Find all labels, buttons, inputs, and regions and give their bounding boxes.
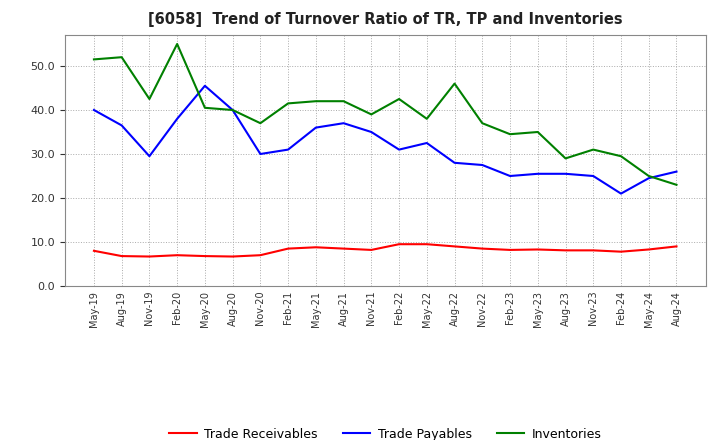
Inventories bbox=[312, 99, 320, 104]
Trade Receivables bbox=[561, 248, 570, 253]
Inventories bbox=[256, 121, 265, 126]
Trade Payables bbox=[395, 147, 403, 152]
Trade Payables bbox=[256, 151, 265, 157]
Line: Trade Payables: Trade Payables bbox=[94, 86, 677, 194]
Trade Payables bbox=[423, 140, 431, 146]
Title: [6058]  Trend of Turnover Ratio of TR, TP and Inventories: [6058] Trend of Turnover Ratio of TR, TP… bbox=[148, 12, 623, 27]
Trade Receivables bbox=[89, 248, 98, 253]
Inventories bbox=[117, 55, 126, 60]
Trade Payables bbox=[450, 160, 459, 165]
Inventories bbox=[89, 57, 98, 62]
Inventories bbox=[616, 154, 625, 159]
Trade Receivables bbox=[145, 254, 154, 259]
Inventories bbox=[284, 101, 292, 106]
Inventories bbox=[423, 116, 431, 121]
Trade Receivables bbox=[201, 253, 210, 259]
Trade Receivables bbox=[644, 247, 653, 252]
Trade Receivables bbox=[450, 244, 459, 249]
Inventories bbox=[450, 81, 459, 86]
Trade Receivables bbox=[616, 249, 625, 254]
Trade Payables bbox=[616, 191, 625, 196]
Trade Receivables bbox=[117, 253, 126, 259]
Trade Payables bbox=[339, 121, 348, 126]
Trade Payables bbox=[505, 173, 514, 179]
Inventories bbox=[145, 96, 154, 102]
Trade Payables bbox=[312, 125, 320, 130]
Trade Payables bbox=[644, 176, 653, 181]
Trade Receivables bbox=[423, 242, 431, 247]
Trade Receivables bbox=[534, 247, 542, 252]
Trade Receivables bbox=[256, 253, 265, 258]
Trade Payables bbox=[201, 83, 210, 88]
Trade Receivables bbox=[284, 246, 292, 251]
Trade Payables bbox=[89, 107, 98, 113]
Trade Receivables bbox=[312, 245, 320, 250]
Trade Receivables bbox=[505, 247, 514, 253]
Inventories bbox=[672, 182, 681, 187]
Trade Receivables bbox=[173, 253, 181, 258]
Inventories bbox=[201, 105, 210, 110]
Trade Receivables bbox=[367, 247, 376, 253]
Trade Receivables bbox=[339, 246, 348, 251]
Inventories bbox=[644, 173, 653, 179]
Trade Receivables bbox=[589, 248, 598, 253]
Trade Payables bbox=[672, 169, 681, 174]
Trade Payables bbox=[367, 129, 376, 135]
Trade Payables bbox=[173, 116, 181, 121]
Inventories bbox=[478, 121, 487, 126]
Inventories bbox=[367, 112, 376, 117]
Inventories bbox=[339, 99, 348, 104]
Inventories bbox=[395, 96, 403, 102]
Trade Receivables bbox=[228, 254, 237, 259]
Trade Payables bbox=[534, 171, 542, 176]
Legend: Trade Receivables, Trade Payables, Inventories: Trade Receivables, Trade Payables, Inven… bbox=[164, 423, 606, 440]
Inventories bbox=[173, 41, 181, 47]
Inventories bbox=[561, 156, 570, 161]
Trade Payables bbox=[589, 173, 598, 179]
Line: Trade Receivables: Trade Receivables bbox=[94, 244, 677, 257]
Trade Payables bbox=[145, 154, 154, 159]
Trade Payables bbox=[478, 162, 487, 168]
Inventories bbox=[505, 132, 514, 137]
Trade Receivables bbox=[478, 246, 487, 251]
Trade Payables bbox=[284, 147, 292, 152]
Trade Receivables bbox=[672, 244, 681, 249]
Inventories bbox=[228, 107, 237, 113]
Inventories bbox=[534, 129, 542, 135]
Line: Inventories: Inventories bbox=[94, 44, 677, 185]
Trade Payables bbox=[117, 123, 126, 128]
Inventories bbox=[589, 147, 598, 152]
Trade Payables bbox=[228, 107, 237, 113]
Trade Receivables bbox=[395, 242, 403, 247]
Trade Payables bbox=[561, 171, 570, 176]
